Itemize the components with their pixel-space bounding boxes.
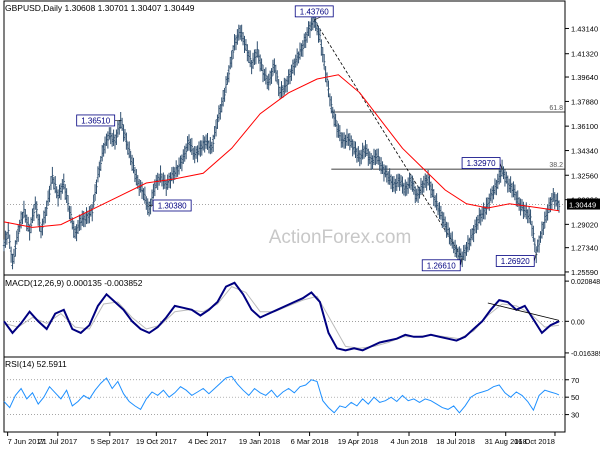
annotation-label: 1.26920 (501, 257, 530, 266)
chart-frame (3, 0, 566, 433)
annotation-label: 1.30380 (158, 201, 187, 210)
macd-line (3, 281, 560, 352)
x-tick-label: 7 Jun 2017 (8, 437, 45, 446)
price-y-tick-label: 1.29020 (571, 220, 598, 229)
current-price-label: 1.30449 (569, 201, 596, 210)
price-y-tick-label: 1.27340 (571, 244, 598, 253)
x-tick-label: 18 Jul 2018 (436, 437, 475, 446)
rsi-line (3, 375, 560, 414)
x-tick-label: 19 Oct 2017 (136, 437, 177, 446)
macd-signal-line (3, 285, 560, 349)
price-y-tick-label: 1.41320 (571, 50, 598, 59)
annotation-box (76, 114, 116, 127)
rsi-y-tick-label: 50 (571, 393, 579, 402)
x-tick-label: 4 Jun 2018 (390, 437, 427, 446)
annotation-label: 1.43760 (300, 7, 329, 16)
price-y-tick-label: 1.39640 (571, 73, 598, 82)
fib-level-label: 61.8 (549, 105, 563, 112)
price-y-tick-label: 1.43140 (571, 24, 598, 33)
rsi-y-tick-label: 70 (571, 376, 579, 385)
annotation-box (421, 259, 461, 272)
rsi-panel-title: RSI(14) 52.5911 (5, 359, 67, 369)
price-panel-title: GBPUSD,Daily 1.30608 1.30701 1.30407 1.3… (5, 3, 195, 13)
price-y-tick-label: 1.36100 (571, 122, 598, 131)
watermark: ActionForex.com (269, 227, 412, 248)
x-tick-label: 19 Apr 2018 (338, 437, 378, 446)
annotation-label: 1.26610 (427, 261, 456, 270)
price-y-tick-label: 1.37880 (571, 97, 598, 106)
macd-y-tick-label: 0.020848 (571, 279, 600, 286)
price-y-tick-label: 1.34340 (571, 147, 598, 156)
annotation-box (461, 157, 501, 169)
annotation-box (152, 199, 192, 212)
moving-average-line (3, 74, 560, 228)
x-tick-label: 5 Sep 2017 (91, 437, 129, 446)
price-y-tick-label: 1.25590 (571, 268, 598, 277)
trendline (313, 19, 463, 259)
x-tick-label: 6 Mar 2018 (291, 437, 329, 446)
x-tick-label: 21 Jul 2017 (38, 437, 77, 446)
rsi-y-tick-label: 30 (571, 411, 579, 420)
annotation-box (495, 255, 535, 267)
x-tick-label: 19 Jan 2018 (239, 437, 280, 446)
macd-y-tick-label: -0.016389 (571, 351, 600, 358)
x-tick-label: 16 Oct 2018 (514, 437, 555, 446)
price-y-tick-label: 1.32560 (571, 171, 598, 180)
macd-y-tick-label: 0.00 (571, 319, 585, 326)
fib-level-label: 38.2 (549, 162, 563, 169)
x-tick-label: 4 Dec 2017 (188, 437, 226, 446)
macd-trendline (487, 302, 560, 321)
x-tick-label: 31 Aug 2018 (485, 437, 527, 446)
current-price-box (567, 198, 600, 210)
annotation-label: 1.36510 (81, 116, 110, 125)
annotation-label: 1.32970 (467, 159, 496, 168)
macd-panel-title: MACD(12,26,9) 0.000135 -0.003852 (5, 278, 143, 288)
annotation-box (294, 5, 334, 18)
